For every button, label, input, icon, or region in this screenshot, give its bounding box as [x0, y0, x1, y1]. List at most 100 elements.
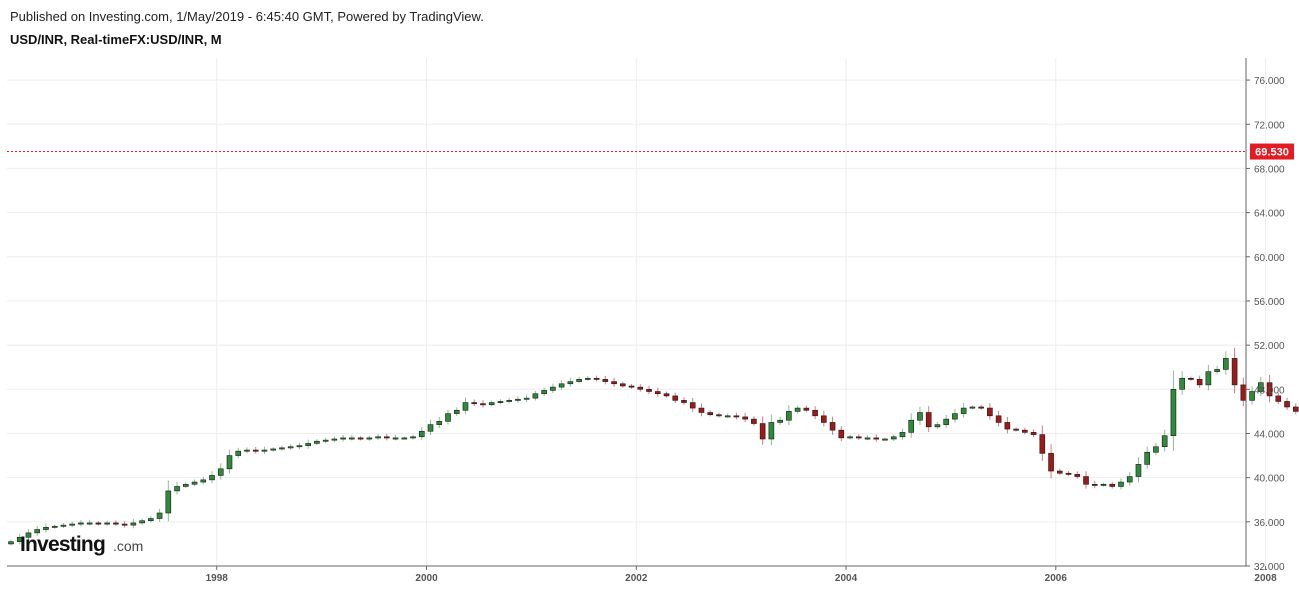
candle-body-down — [742, 416, 748, 420]
candle — [707, 410, 714, 417]
candle — [1091, 480, 1098, 489]
candle — [672, 392, 679, 403]
candle — [1135, 457, 1142, 483]
candle — [252, 447, 259, 454]
candle — [1179, 371, 1185, 395]
candle-body-up — [235, 450, 242, 456]
candle-body-up — [78, 522, 84, 525]
y-tick-label: 56.000 — [1254, 297, 1285, 308]
candle-body-up — [1179, 377, 1185, 390]
candle-body-down — [1030, 432, 1037, 435]
candle-body-up — [794, 407, 801, 412]
candle-body-up — [1249, 391, 1255, 401]
candle-body-up — [1135, 464, 1142, 477]
candle-body-up — [515, 398, 521, 401]
candle-body-up — [427, 424, 434, 432]
candle — [16, 533, 23, 545]
candle — [1205, 364, 1212, 391]
candle — [864, 435, 871, 441]
candle-body-up — [786, 411, 792, 421]
candle — [497, 399, 504, 405]
candle-body-up — [217, 468, 224, 476]
candle — [235, 447, 242, 459]
candle — [270, 447, 277, 452]
candle — [899, 428, 906, 440]
candle-body-up — [34, 529, 41, 534]
grid — [7, 58, 1267, 567]
candle — [427, 419, 434, 436]
candle-body-down — [646, 389, 652, 392]
candle — [86, 519, 93, 526]
candle — [602, 375, 609, 385]
candle — [541, 387, 547, 397]
candle-body-up — [567, 381, 574, 385]
y-tick-label: 36.000 — [1254, 518, 1285, 529]
candle-body-down — [759, 423, 766, 440]
candle — [1258, 376, 1264, 397]
candle — [34, 525, 41, 536]
candle — [628, 383, 635, 389]
candle-body-down — [1275, 395, 1282, 402]
candle — [1284, 397, 1290, 410]
current-price-tag: 69.530 — [1250, 143, 1294, 160]
symbol-title: USD/INR, Real-timeFX:USD/INR, M — [10, 32, 222, 47]
candle-body-down — [829, 422, 836, 431]
candle-body-up — [86, 522, 93, 525]
candle — [436, 417, 443, 429]
candle-body-down — [663, 393, 670, 397]
candle — [130, 519, 137, 529]
candle-body-up — [296, 445, 303, 448]
candle — [716, 412, 722, 418]
candle-body-up — [340, 437, 346, 440]
candle — [200, 476, 207, 485]
candle — [139, 518, 145, 525]
candle — [1214, 366, 1220, 375]
candle-body-down — [838, 429, 845, 439]
candle-body-down — [1109, 483, 1116, 487]
candle — [890, 434, 897, 442]
candle-body-up — [148, 518, 154, 522]
candle — [1030, 429, 1037, 437]
candle-body-down — [821, 415, 827, 423]
x-tick-label: 2008 — [1254, 573, 1277, 584]
candle — [952, 409, 958, 423]
candle-body-up — [1258, 382, 1264, 392]
candle-body-down — [121, 523, 128, 526]
x-axis-labels: 1998200020022004200620082010201220142016… — [206, 573, 1277, 584]
candle — [654, 387, 661, 397]
candle — [1057, 468, 1063, 475]
candle-body-up — [401, 437, 408, 440]
candle-body-up — [392, 437, 399, 440]
candle — [1100, 482, 1107, 487]
candle-body-up — [541, 390, 547, 395]
candle-body-down — [1004, 422, 1011, 430]
candle — [925, 406, 932, 432]
candle-body-up — [349, 437, 355, 440]
current-price-label: 69.530 — [1255, 147, 1289, 159]
candle-body-down — [1231, 358, 1238, 386]
candle-body-down — [113, 522, 119, 525]
candle — [392, 434, 399, 441]
candle-body-up — [506, 400, 512, 402]
candle-body-down — [602, 379, 609, 382]
candle-body-down — [593, 377, 600, 380]
y-tick-label: 72.000 — [1254, 120, 1285, 131]
candle-body-up — [908, 419, 915, 433]
candle-body-up — [453, 409, 460, 414]
candle — [969, 405, 976, 410]
candle — [1249, 386, 1255, 405]
candle — [401, 436, 408, 440]
candle-body-down — [803, 407, 810, 411]
candle-body-up — [1214, 369, 1220, 372]
candle-body-down — [1083, 476, 1089, 485]
candle-body-up — [261, 449, 268, 452]
candle-body-down — [978, 406, 984, 409]
candle-body-down — [654, 391, 661, 395]
candle-body-down — [1039, 434, 1046, 454]
axes — [7, 58, 1267, 570]
candle — [349, 434, 355, 441]
candle-body-up — [331, 438, 338, 441]
candle — [366, 435, 373, 441]
candle — [751, 416, 757, 426]
